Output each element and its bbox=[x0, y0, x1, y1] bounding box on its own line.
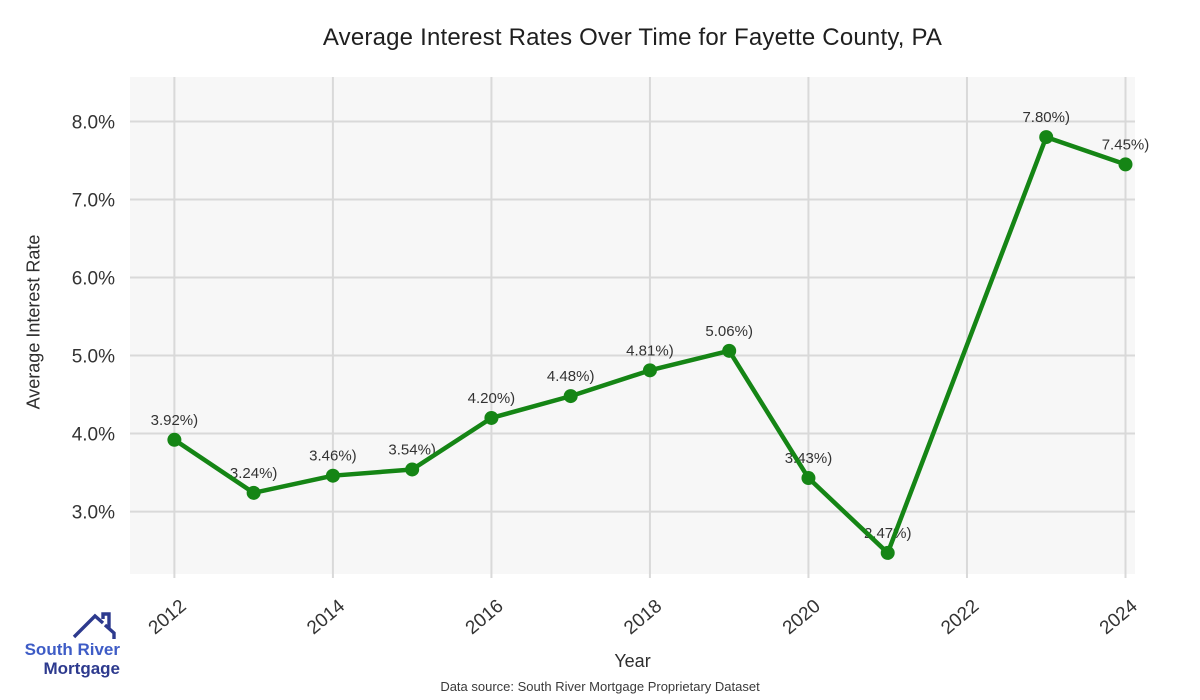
y-tick-label: 3.0% bbox=[72, 503, 115, 524]
point-label: 5.06%) bbox=[705, 323, 753, 340]
data-point bbox=[405, 462, 420, 477]
point-label: 2.47%) bbox=[864, 525, 912, 542]
brand-name-line2: Mortgage bbox=[43, 659, 121, 678]
house-roof-icon bbox=[72, 612, 116, 639]
x-tick-label: 2014 bbox=[303, 595, 349, 639]
y-tick-label: 4.0% bbox=[72, 425, 115, 446]
point-label: 7.80%) bbox=[1022, 109, 1070, 126]
point-label: 4.20%) bbox=[468, 390, 516, 407]
y-tick-label: 8.0% bbox=[72, 112, 115, 133]
data-point bbox=[484, 410, 499, 425]
data-source-note: Data source: South River Mortgage Propri… bbox=[440, 679, 760, 694]
x-tick-label: 2020 bbox=[779, 596, 825, 639]
x-axis-title: Year bbox=[614, 651, 651, 671]
series-line bbox=[172, 134, 1128, 556]
point-label: 7.45%) bbox=[1102, 136, 1150, 153]
brand-name-line1: South River bbox=[24, 640, 120, 659]
point-label: 3.92%) bbox=[151, 412, 199, 429]
y-axis-title: Average Interest Rate bbox=[23, 234, 44, 410]
x-tick-label: 2012 bbox=[145, 596, 191, 639]
brand-logo: South River Mortgage bbox=[15, 611, 120, 678]
data-point bbox=[880, 545, 895, 560]
data-point bbox=[801, 471, 816, 486]
point-label: 4.81%) bbox=[626, 342, 674, 359]
data-point bbox=[642, 363, 657, 378]
data-point bbox=[325, 468, 340, 483]
data-point bbox=[167, 432, 182, 447]
data-point bbox=[1118, 157, 1133, 172]
point-label: 4.48%) bbox=[547, 368, 595, 385]
x-tick-label: 2016 bbox=[462, 596, 508, 639]
y-tick-label: 7.0% bbox=[72, 190, 115, 211]
chart-title: Average Interest Rates Over Time for Fay… bbox=[322, 24, 943, 51]
x-tick-label: 2024 bbox=[1096, 595, 1142, 639]
point-label: 3.46%) bbox=[309, 448, 357, 465]
y-tick-label: 5.0% bbox=[72, 347, 115, 368]
x-tick-label: 2018 bbox=[620, 596, 666, 639]
data-point bbox=[563, 389, 578, 404]
plot-background bbox=[130, 77, 1135, 574]
data-point bbox=[246, 485, 261, 500]
data-point bbox=[1039, 130, 1054, 145]
data-point bbox=[722, 343, 737, 358]
point-label: 3.54%) bbox=[388, 441, 436, 458]
x-tick-label: 2022 bbox=[937, 596, 983, 639]
y-tick-label: 6.0% bbox=[72, 269, 115, 290]
point-label: 3.24%) bbox=[230, 465, 278, 482]
